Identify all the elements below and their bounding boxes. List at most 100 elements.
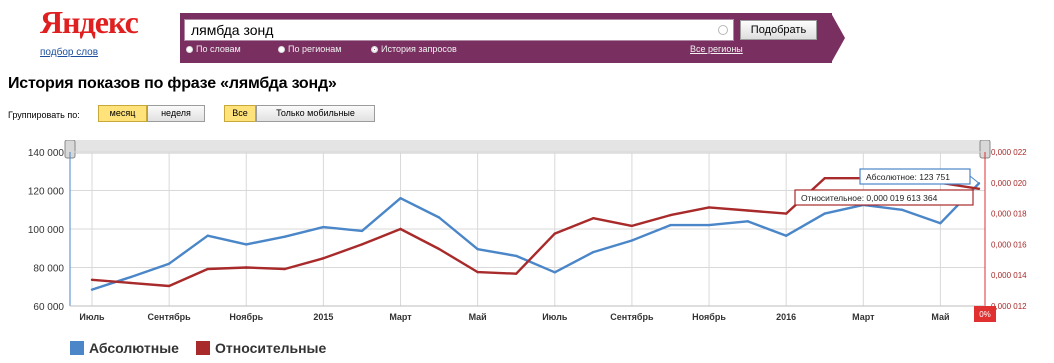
point-absolute (630, 239, 634, 242)
point-relative (977, 187, 981, 190)
legend-item-absolute[interactable]: Абсолютные (70, 340, 179, 356)
x-tick-label: Сентябрь (610, 312, 654, 322)
y-left-tick-label: 80 000 (33, 264, 64, 275)
mode-label: История запросов (381, 44, 457, 54)
point-absolute (206, 234, 209, 237)
point-relative (399, 227, 402, 231)
point-absolute (283, 235, 287, 238)
end-marker (974, 306, 996, 322)
x-tick-label: Март (389, 312, 412, 322)
point-absolute (245, 243, 248, 246)
device-mobile-button[interactable]: Только мобильные (256, 105, 375, 122)
point-absolute (900, 208, 904, 211)
point-relative (592, 217, 595, 220)
tooltip-relative-box (794, 189, 974, 206)
all-regions-link[interactable]: Все регионы (690, 44, 743, 54)
point-relative (129, 281, 132, 285)
point-absolute (746, 220, 749, 223)
point-relative (283, 267, 287, 271)
y-right-tick-label: 0,000 018 (991, 210, 1027, 219)
point-relative (245, 266, 248, 269)
legend-item-relative[interactable]: Относительные (196, 340, 326, 356)
chart-scroll-band (70, 140, 985, 154)
point-relative (823, 176, 826, 180)
mode-label: По регионам (288, 44, 342, 54)
series-line-relative (91, 177, 980, 288)
mode-radio-words[interactable]: По словам (186, 44, 241, 54)
group-week-button[interactable]: неделя (147, 105, 205, 122)
y-left-tick-label: 100 000 (28, 225, 65, 236)
point-relative (476, 270, 479, 274)
history-chart: 60 000 80 000 100 000 120 000 140 000 0,000 0… (28, 140, 1027, 322)
point-relative (322, 257, 325, 260)
y-right-tick-label: 0,000 014 (991, 271, 1027, 280)
point-absolute (823, 212, 826, 215)
point-absolute (167, 262, 171, 265)
point-absolute (553, 271, 556, 274)
point-relative (437, 247, 441, 251)
group-month-button[interactable]: месяц (98, 105, 147, 122)
y-right-tick-label: 0,000 022 (991, 148, 1027, 157)
series-line-absolute (91, 182, 980, 291)
radio-icon (186, 45, 193, 53)
point-relative (553, 232, 556, 235)
search-bar-arrow (831, 13, 845, 63)
point-absolute (129, 275, 132, 279)
device-all-button[interactable]: Все (224, 105, 256, 122)
y-right-tick-label: 0,000 016 (991, 240, 1027, 249)
tooltip-relative-text: Относительное: 0,000 019 613 364 (801, 193, 938, 203)
search-input[interactable]: лямбда зонд (184, 19, 734, 41)
legend-label: Абсолютные (89, 340, 179, 356)
point-relative (707, 206, 711, 209)
mode-label: По словам (196, 44, 241, 54)
logo-subtitle-link[interactable]: подбор слов (40, 47, 99, 58)
point-absolute (939, 222, 942, 225)
x-tick-label: Июль (79, 312, 105, 322)
group-by-label: Группировать по: (8, 110, 80, 120)
tooltip-absolute-text: Абсолютное: 123 751 (866, 172, 950, 182)
legend-label: Относительные (215, 340, 327, 356)
x-tick-label: Май (931, 312, 949, 322)
mode-radio-regions[interactable]: По регионам (278, 44, 341, 54)
point-relative (360, 243, 364, 246)
tooltip-absolute-pointer (969, 175, 980, 184)
x-tick-label: Ноябрь (692, 312, 726, 322)
point-relative (90, 278, 94, 282)
y-right-tick-label: 0,000 020 (991, 179, 1027, 188)
y-right-tick-label: 0,000 012 (991, 302, 1027, 311)
x-tick-label: Ноябрь (229, 312, 263, 322)
point-absolute (592, 250, 595, 254)
point-relative (515, 272, 518, 275)
y-left-tick-label: 140 000 (28, 148, 65, 159)
point-absolute (360, 229, 364, 233)
mode-radio-history[interactable]: История запросов (371, 44, 457, 54)
radio-selected-icon (371, 45, 378, 53)
page-title: История показов по фразе «лямбда зонд» (8, 75, 337, 92)
point-relative (630, 224, 634, 228)
point-relative (669, 213, 672, 217)
point-absolute (322, 225, 325, 229)
point-absolute (515, 254, 518, 258)
x-tick-label: Май (469, 312, 487, 322)
x-tick-label: 2015 (313, 312, 333, 322)
x-tick-label: Июль (542, 312, 568, 322)
yandex-logo[interactable]: Яндекс (40, 4, 139, 40)
point-absolute (399, 197, 402, 200)
y-left-tick-label: 120 000 (28, 187, 65, 198)
x-tick-label: 2016 (776, 312, 796, 322)
legend-swatch-relative (196, 341, 210, 355)
submit-button[interactable]: Подобрать (740, 20, 817, 40)
x-tick-label: Март (852, 312, 875, 322)
legend-swatch-absolute (70, 341, 84, 355)
point-absolute (90, 288, 94, 291)
point-absolute (784, 234, 788, 237)
point-absolute (707, 223, 711, 227)
point-relative (167, 284, 171, 288)
point-absolute (437, 216, 441, 219)
x-tick-label: Сентябрь (148, 312, 192, 322)
point-absolute (476, 248, 479, 251)
point-absolute (669, 223, 672, 227)
y-left-tick-label: 60 000 (33, 302, 64, 313)
radio-icon (278, 45, 285, 53)
clear-icon[interactable] (718, 25, 728, 35)
